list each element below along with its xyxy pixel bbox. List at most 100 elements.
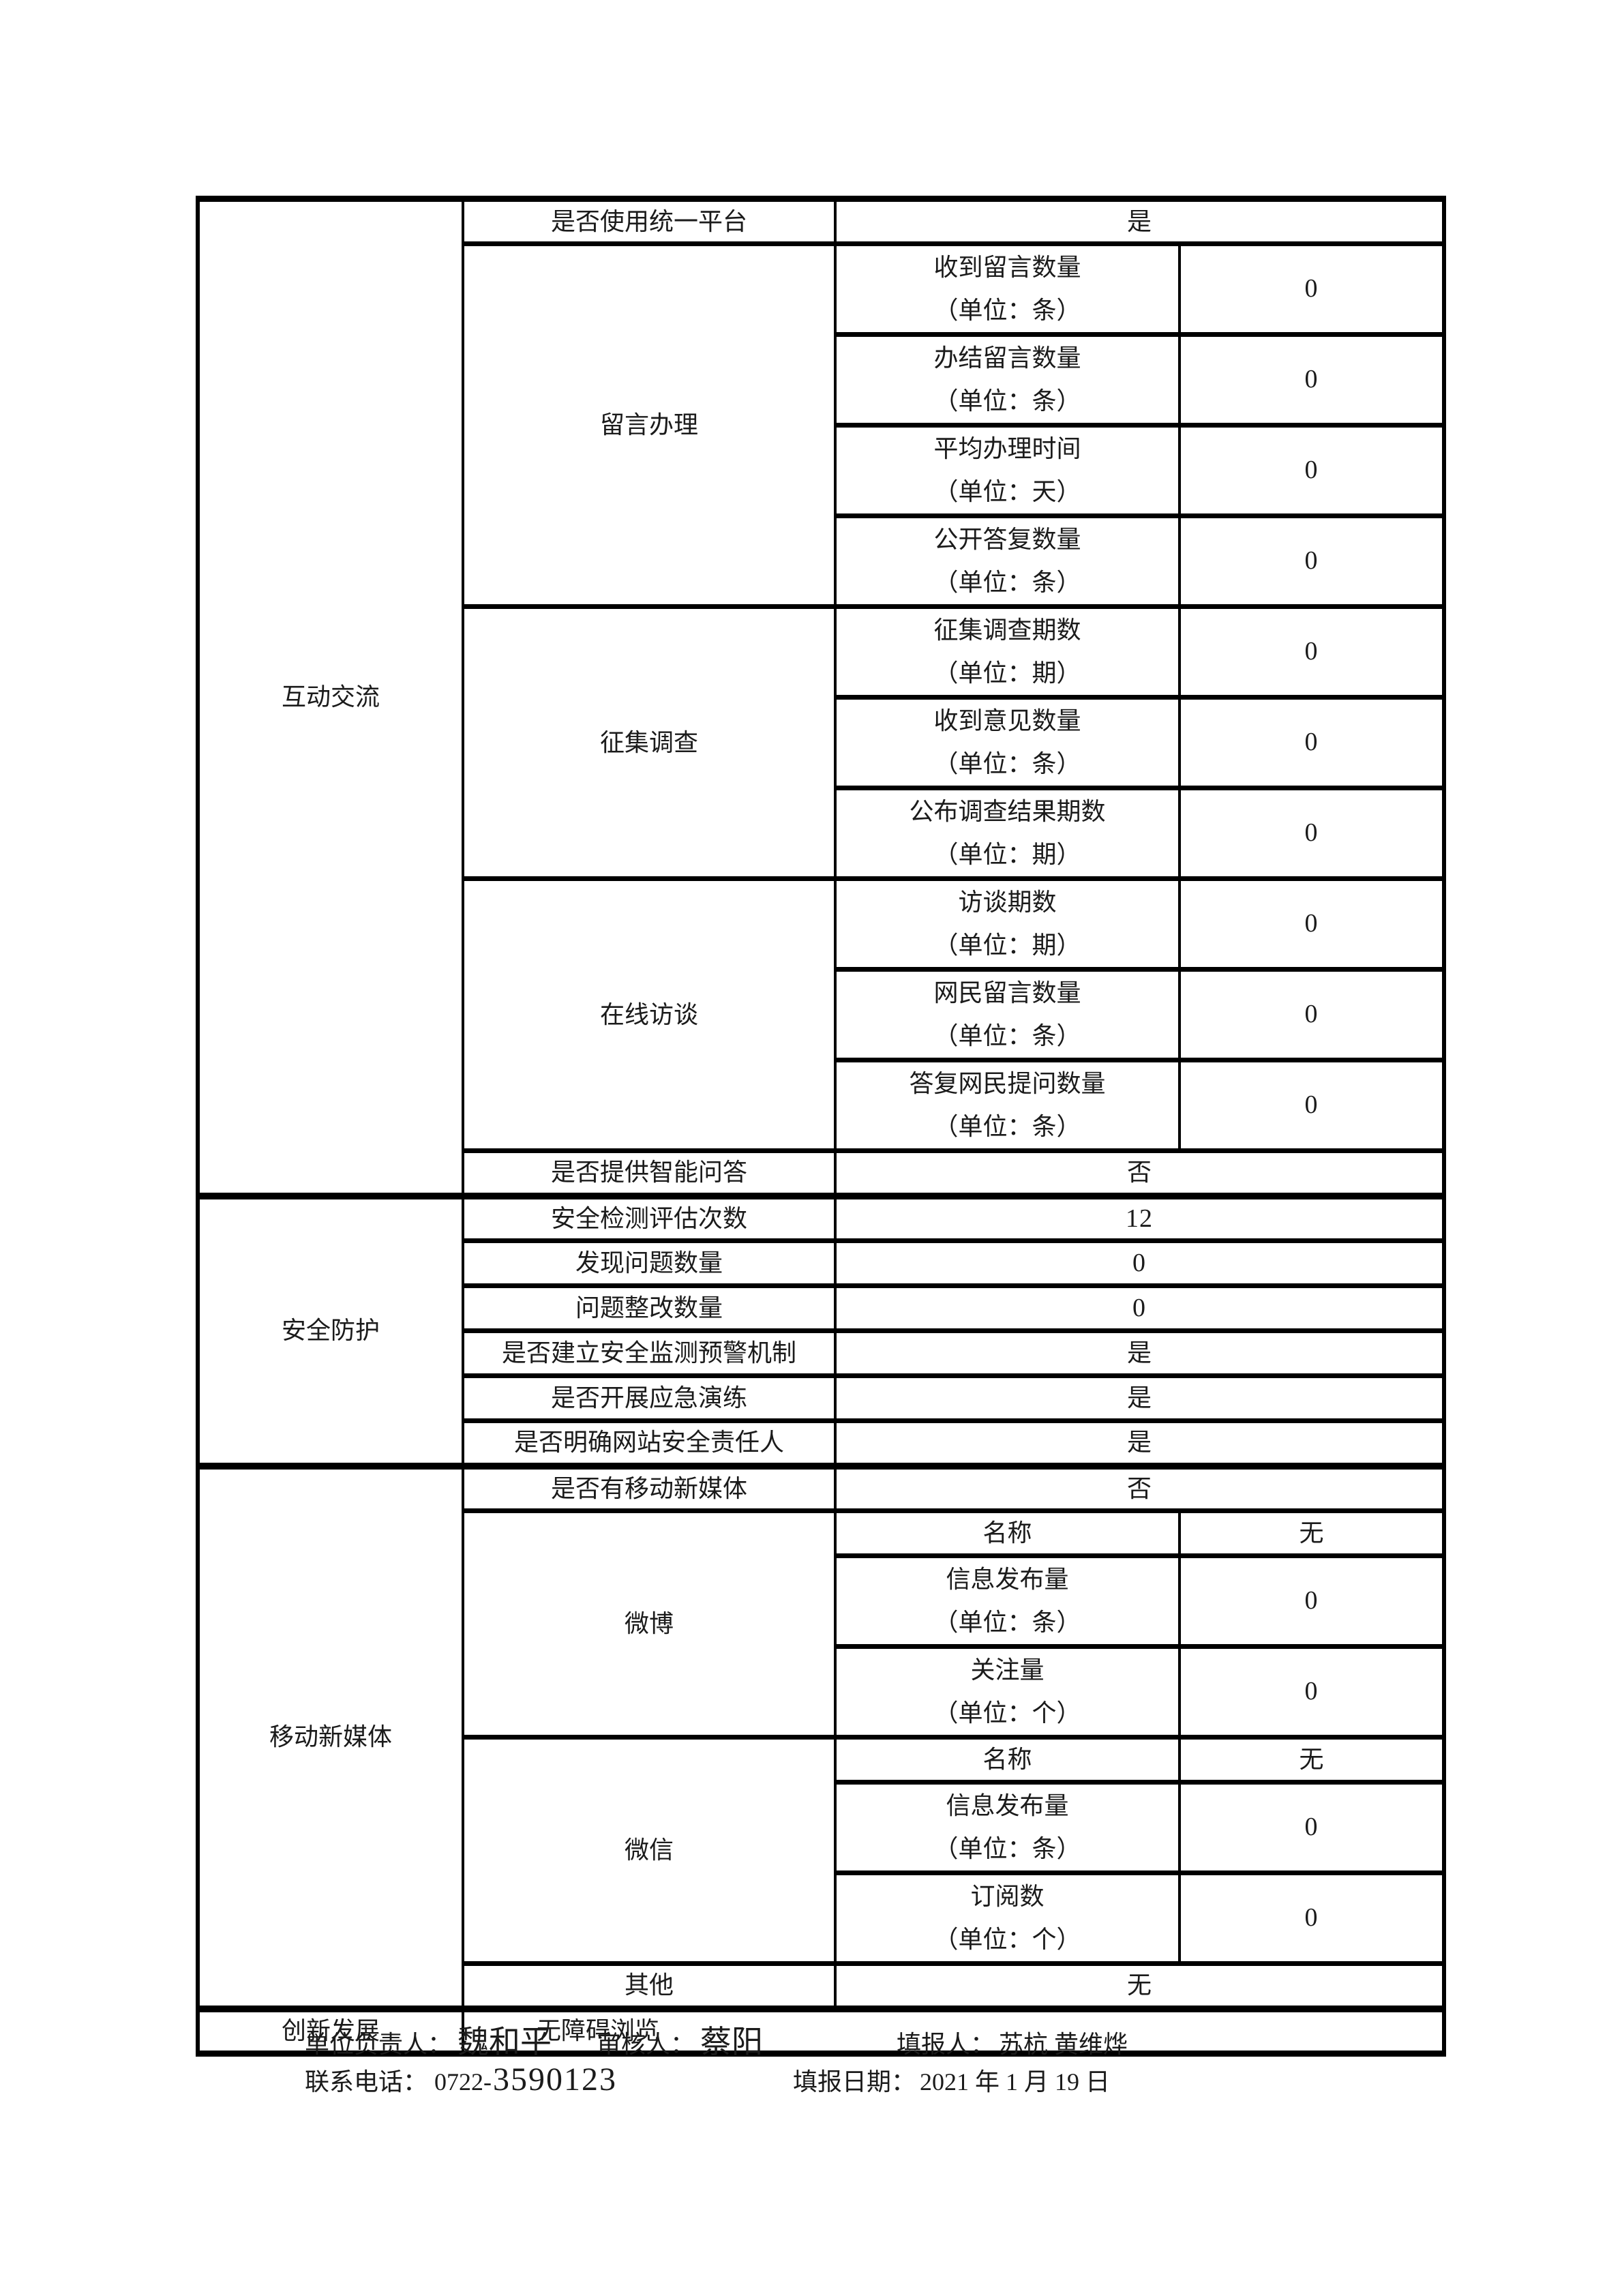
reviewer-name: 蔡阳: [700, 2025, 764, 2059]
footer-line-1: 单位负责人： 魏和平 审核人： 蔡阳 填报人： 苏杭 黄维烨: [305, 2017, 1128, 2062]
label-unified-platform: 是否使用统一平台: [462, 196, 837, 246]
label-smart-qa: 是否提供智能问答: [462, 1148, 837, 1198]
label-interview-issues: 访谈期数 （单位：期）: [834, 876, 1181, 972]
value-problems-fixed: 0: [833, 1283, 1446, 1333]
label-wechat-posts: 信息发布量 （单位：条）: [834, 1780, 1181, 1875]
label-emergency-drill: 是否开展应急演练: [462, 1373, 837, 1423]
phone-label: 联系电话：: [305, 2068, 428, 2096]
label-completed-messages: 办结留言数量 （单位：条）: [834, 332, 1181, 428]
group-title-interview: 在线访谈: [462, 876, 837, 1153]
label-results-published: 公布调查结果期数 （单位：期）: [834, 786, 1181, 881]
table-row: 问题整改数量 0: [198, 1283, 1446, 1333]
label-avg-handling-time: 平均办理时间 （单位：天）: [834, 423, 1181, 518]
table-row: 互动交流 是否使用统一平台 是: [196, 196, 1446, 1198]
label-weibo-followers: 关注量 （单位：个）: [834, 1644, 1181, 1740]
value-survey-issues: 0: [1177, 604, 1446, 700]
value-weibo-name: 无: [1177, 1508, 1446, 1558]
value-smart-qa: 否: [833, 1148, 1446, 1198]
label-security-officer: 是否明确网站安全责任人: [462, 1418, 837, 1468]
unit-text: （单位：期）: [933, 659, 1081, 687]
report-table: 互动交流 是否使用统一平台 是 留言办理 收到留言数量 （单位：条） 0 办结留…: [196, 196, 1447, 2057]
unit-text: （单位：条）: [933, 750, 1081, 777]
value-security-officer: 是: [833, 1418, 1446, 1468]
table-row: 信息发布量 （单位：条） 0: [198, 1780, 1446, 1875]
table-row: 关注量 （单位：个） 0: [198, 1644, 1446, 1740]
manager-label: 单位负责人：: [305, 2031, 453, 2058]
table-row: 其他 无: [198, 1961, 1446, 2011]
label-text: 收到留言数量: [933, 254, 1081, 281]
value-received-messages: 0: [1177, 241, 1446, 337]
table-row: 公开答复数量 （单位：条） 0: [198, 513, 1446, 609]
table-row: 公布调查结果期数 （单位：期） 0: [198, 786, 1446, 881]
label-text: 信息发布量: [946, 1792, 1069, 1819]
label-questions-answered: 答复网民提问数量 （单位：条）: [834, 1058, 1181, 1153]
table-row: 移动新媒体 是否有移动新媒体 否: [196, 1462, 1446, 2011]
manager-name: 魏和平: [457, 2025, 552, 2059]
value-warning-mechanism: 是: [833, 1328, 1446, 1378]
table-row: 微信 名称 无: [198, 1735, 1446, 1966]
section-title-interaction: 互动交流: [196, 196, 464, 1198]
value-weibo-followers: 0: [1177, 1644, 1446, 1740]
table-row: 留言办理 收到留言数量 （单位：条） 0: [198, 241, 1446, 609]
label-text: 公开答复数量: [933, 526, 1081, 553]
value-completed-messages: 0: [1177, 332, 1446, 428]
section-title-mobile-media: 移动新媒体: [196, 1462, 464, 2011]
value-avg-handling-time: 0: [1177, 423, 1446, 518]
value-has-mobile-media: 否: [833, 1462, 1446, 1513]
label-text: 征集调查期数: [933, 616, 1081, 644]
label-text: 答复网民提问数量: [909, 1070, 1106, 1097]
label-other-media: 其他: [462, 1961, 837, 2011]
filler-label: 填报人：: [897, 2031, 995, 2058]
unit-text: （单位：条）: [933, 1022, 1081, 1049]
table-row: 创新发展 无障碍浏览: [196, 2005, 1446, 2056]
table-row: 是否开展应急演练 是: [198, 1373, 1446, 1423]
table-row: 办结留言数量 （单位：条） 0: [198, 332, 1446, 428]
value-unified-platform: 是: [833, 196, 1446, 246]
value-wechat-posts: 0: [1177, 1780, 1446, 1875]
value-emergency-drill: 是: [833, 1373, 1446, 1423]
unit-text: （单位：条）: [933, 1113, 1081, 1140]
unit-text: （单位：天）: [933, 478, 1081, 505]
table-row: 收到意见数量 （单位：条） 0: [198, 695, 1446, 790]
unit-text: （单位：个）: [933, 1926, 1081, 1953]
section-title-security: 安全防护: [196, 1192, 464, 1468]
table-row: 订阅数 （单位：个） 0: [198, 1870, 1446, 1966]
unit-text: （单位：条）: [933, 569, 1081, 596]
table-row: 信息发布量 （单位：条） 0: [198, 1553, 1446, 1649]
label-weibo-posts: 信息发布量 （单位：条）: [834, 1553, 1181, 1649]
value-opinions-received: 0: [1177, 695, 1446, 790]
unit-text: （单位：期）: [933, 931, 1081, 959]
table-row: 安全防护 安全检测评估次数 12: [196, 1192, 1446, 1468]
table-row: 在线访谈 访谈期数 （单位：期） 0: [198, 876, 1446, 1153]
label-text: 收到意见数量: [933, 707, 1081, 734]
value-problems-found: 0: [833, 1238, 1446, 1288]
label-survey-issues: 征集调查期数 （单位：期）: [834, 604, 1181, 700]
table-row: 是否建立安全监测预警机制 是: [198, 1328, 1446, 1378]
date-value: 2021 年 1 月 19 日: [920, 2068, 1111, 2096]
unit-text: （单位：期）: [933, 841, 1081, 868]
label-netizen-messages: 网民留言数量 （单位：条）: [834, 967, 1181, 1062]
group-title-weibo: 微博: [462, 1508, 837, 1740]
label-text: 平均办理时间: [933, 435, 1081, 462]
group-title-wechat: 微信: [462, 1735, 837, 1966]
unit-text: （单位：条）: [933, 1835, 1081, 1862]
value-security-checks: 12: [833, 1192, 1446, 1243]
table-row: 平均办理时间 （单位：天） 0: [198, 423, 1446, 518]
label-received-messages: 收到留言数量 （单位：条）: [834, 241, 1181, 337]
table-row: 征集调查 征集调查期数 （单位：期） 0: [198, 604, 1446, 881]
value-public-replies: 0: [1177, 513, 1446, 609]
group-title-survey: 征集调查: [462, 604, 837, 881]
value-weibo-posts: 0: [1177, 1553, 1446, 1649]
label-text: 访谈期数: [958, 889, 1057, 916]
reviewer-label: 审核人：: [597, 2031, 695, 2058]
table-row: 答复网民提问数量 （单位：条） 0: [198, 1058, 1446, 1153]
footer-line-2: 联系电话： 0722- 3590123 填报日期： 2021 年 1 月 19 …: [305, 2061, 1110, 2098]
label-public-replies: 公开答复数量 （单位：条）: [834, 513, 1181, 609]
value-other-media: 无: [833, 1961, 1446, 2011]
phone-number: 3590123: [493, 2061, 618, 2098]
group-title-message-handling: 留言办理: [462, 241, 837, 609]
value-netizen-messages: 0: [1177, 967, 1446, 1062]
label-problems-found: 发现问题数量: [462, 1238, 837, 1288]
label-text: 信息发布量: [946, 1566, 1069, 1593]
